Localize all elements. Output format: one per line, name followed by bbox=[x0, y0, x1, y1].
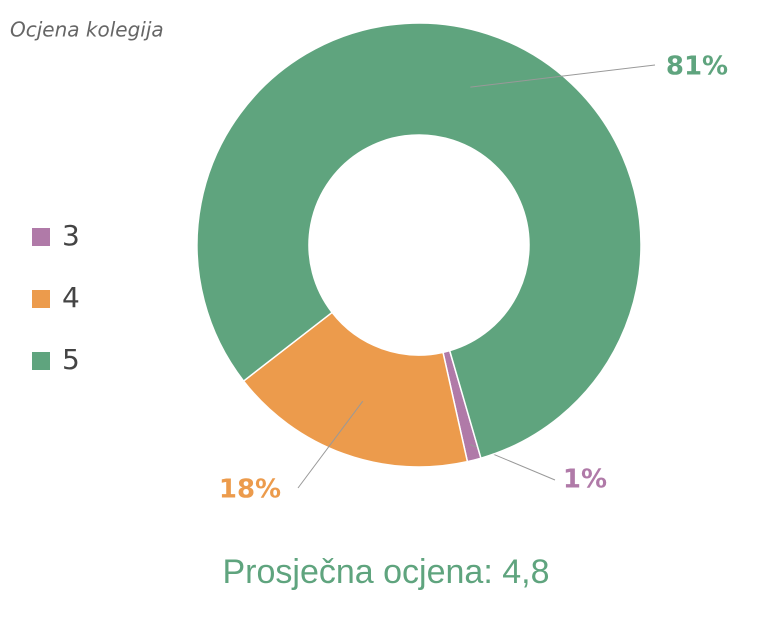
legend-swatch bbox=[32, 228, 50, 246]
legend-swatch bbox=[32, 290, 50, 308]
slice bbox=[196, 22, 642, 460]
data-label: 81% bbox=[666, 52, 728, 82]
leader-line bbox=[470, 64, 656, 88]
chart-title: Ocjena kolegija bbox=[10, 18, 164, 42]
data-label: 1% bbox=[563, 465, 607, 495]
data-label: 18% bbox=[219, 475, 281, 505]
legend-label: 4 bbox=[62, 281, 80, 314]
annotation: Prosječna ocjena: 4,8 bbox=[223, 553, 550, 591]
leader-line bbox=[297, 400, 364, 489]
legend-label: 5 bbox=[62, 343, 80, 376]
legend-swatch bbox=[32, 352, 50, 370]
slice bbox=[242, 311, 469, 468]
legend-label: 3 bbox=[62, 219, 80, 252]
